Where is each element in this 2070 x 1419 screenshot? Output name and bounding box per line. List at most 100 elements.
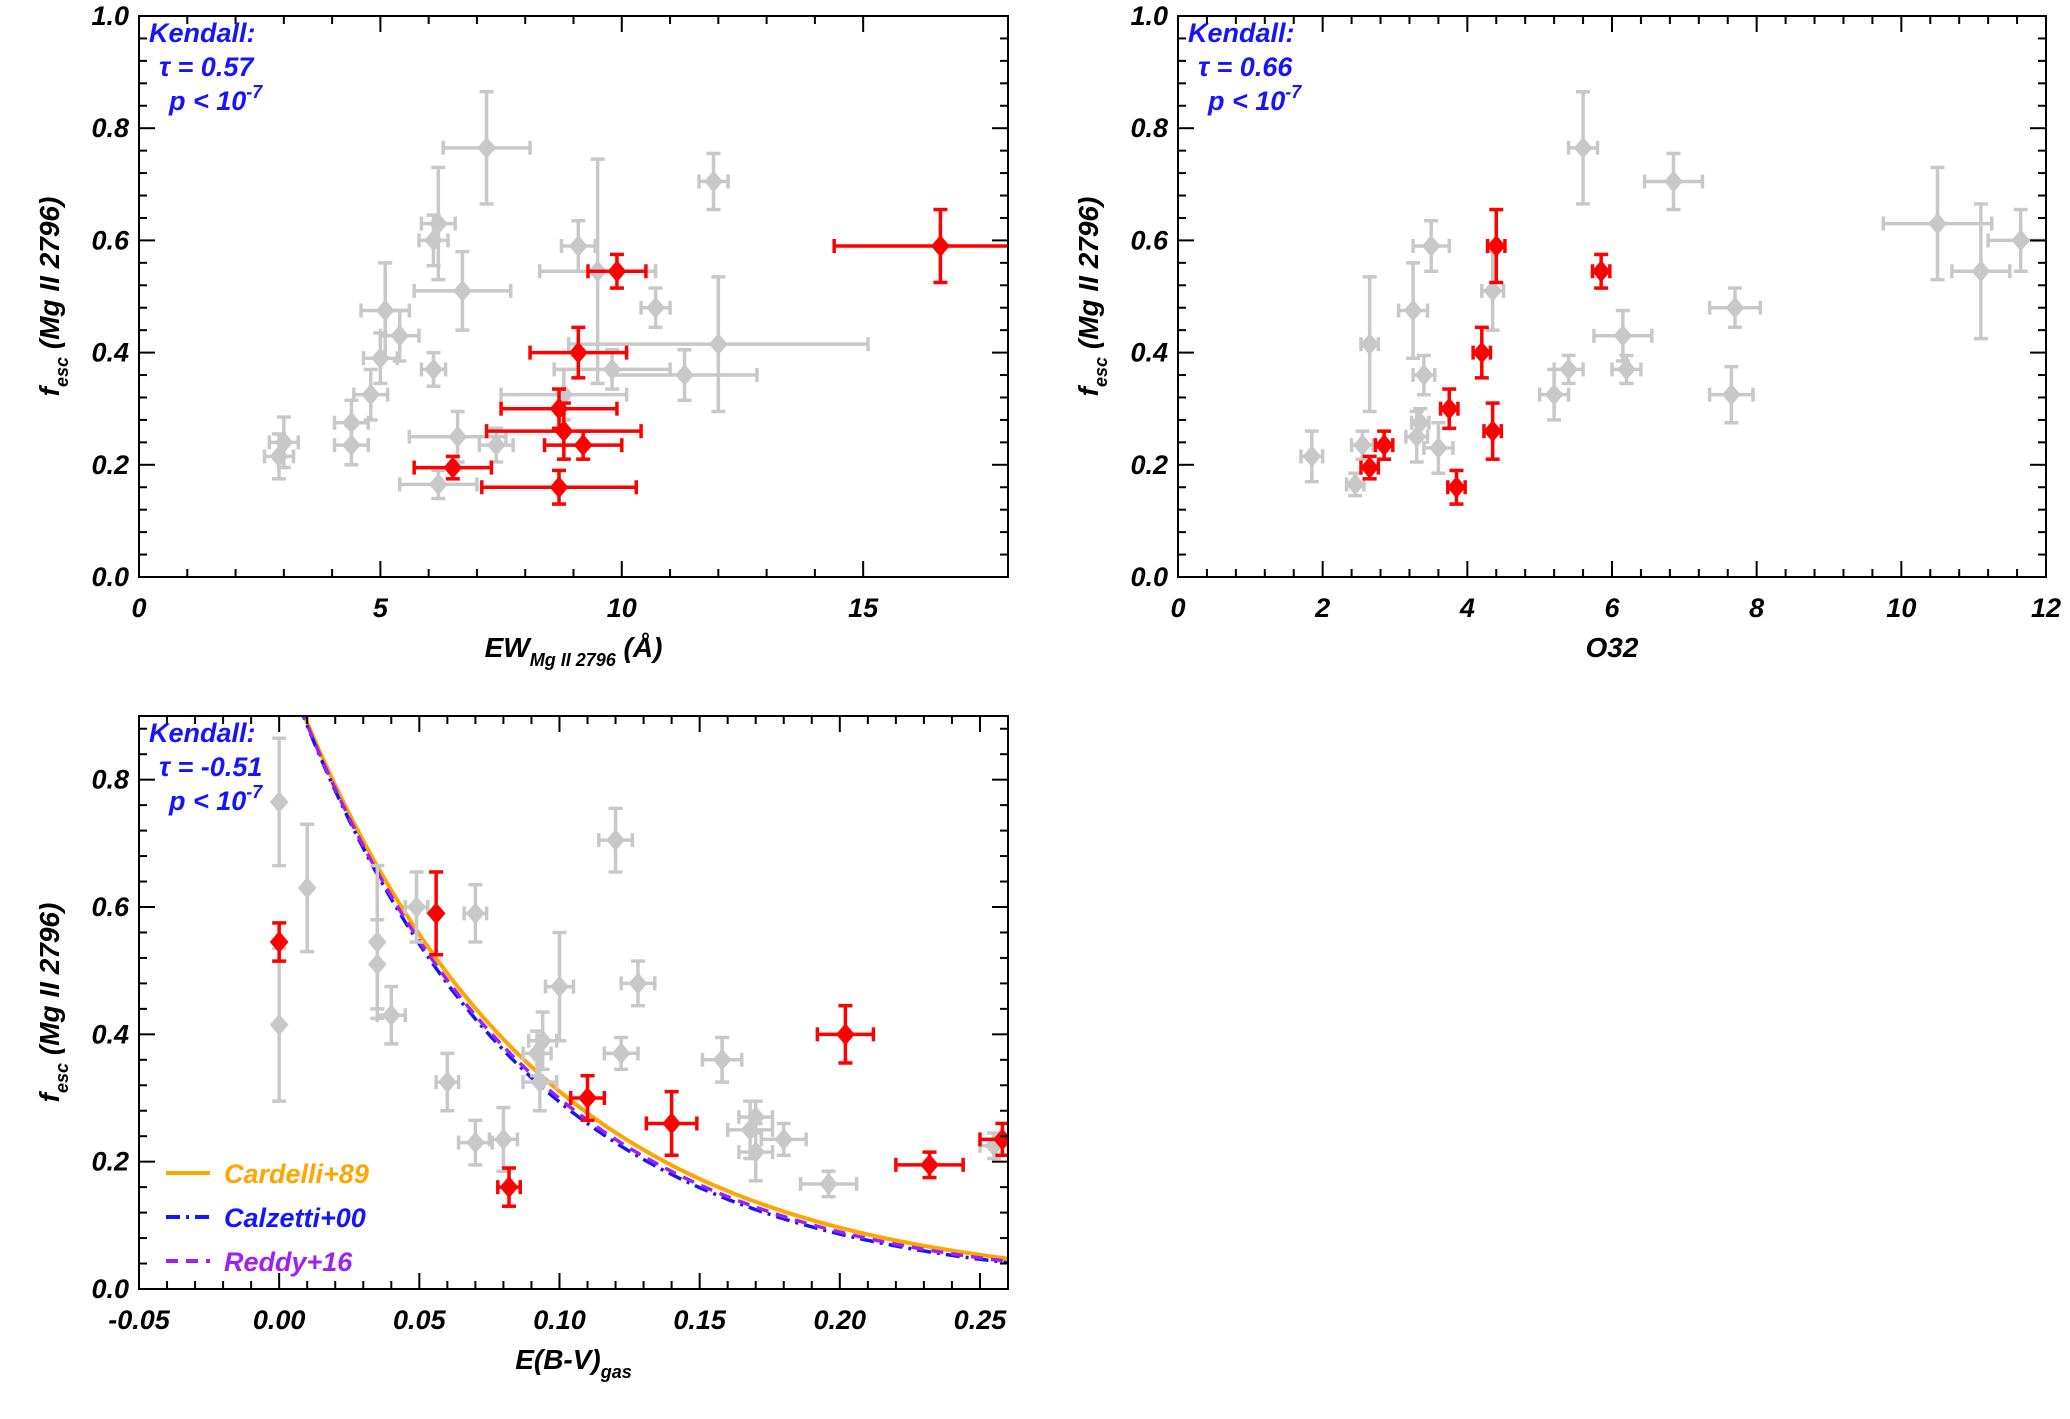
panel2-sample-point [1409,406,1431,439]
panel3-sample-marker [466,1131,485,1154]
panel3-sample-marker [746,1141,766,1164]
panel1-sample-point [610,348,759,403]
panel2-sample-marker [1414,364,1434,387]
kendall-p: p < 10-7 [1207,82,1302,116]
panel1-sample-marker [646,296,665,319]
panel2-sample-marker [1421,235,1441,258]
panel2-sample-marker [1971,260,1991,283]
panel3-sample-point [798,1169,859,1199]
panel2-sample-marker [2011,229,2031,252]
panel3-sample-marker [494,1128,513,1151]
panel3-frame [138,715,1009,1290]
panel3-sample-point [521,1051,559,1113]
panel2-highlight-marker [1447,476,1466,499]
panel2-sample-point [1552,353,1585,386]
curve-calzetti-00 [301,716,1008,1265]
panel1-sample-marker [428,212,448,235]
panel2-sample-marker [1403,299,1423,322]
y-tick-label: 0.4 [91,338,129,368]
y-tick-label: 0.0 [91,1274,129,1304]
panel3-sample-point [487,1105,520,1173]
y-tick-label: 0.6 [1130,225,1169,255]
panel3-sample-point [759,1121,808,1158]
y-tick-label: 0.4 [91,1019,129,1049]
panel1-sample-point [397,468,479,501]
panel3-sample-marker [712,1048,732,1071]
panel3-sample-marker [740,1118,760,1141]
y-tick-label: 0.6 [91,892,130,922]
panel2-sample-point [1707,364,1755,425]
panel3-highlight-marker [426,902,446,925]
panel3-y-axis-label: fesc (Mg II 2796) [34,903,72,1103]
panel1-sample-marker [708,333,728,356]
curve-reddy-16 [301,716,1008,1264]
panel3-sample-point [462,882,489,944]
panel2-sample-marker [1722,383,1741,406]
panel1-sample-point [419,350,448,389]
panel1-data [262,89,1008,506]
panel2-sample-point [1396,261,1430,360]
panel2-sample-point [1411,219,1451,274]
panel2-sample-marker [1725,296,1745,319]
legend-label: Cardelli+89 [224,1159,369,1189]
panel1-sample-point [477,426,515,464]
panel3-kendall-annotation: Kendall: τ = -0.51p < 10-7 [149,718,263,816]
panel1-sample-point [419,165,457,282]
x-tick-label: 0.05 [393,1305,447,1335]
panel3-highlight-point [568,1073,607,1123]
panel2-highlight-marker [1374,434,1394,457]
y-tick-label: 1.0 [1130,1,1168,31]
panel1-chart: 0 5 10 15 0.0 0.2 0.4 0.6 0.8 1.0 EWMg II 2796 (Å)… [34,1,1009,670]
x-tick-label: 0 [131,593,146,623]
y-tick-label: 0.2 [1130,450,1168,480]
panel3-sample-point [543,930,576,1043]
panel1-sample-marker [390,324,410,347]
panel1-highlight-point [528,325,629,380]
panel2-highlight-point [1485,207,1507,285]
panel2-sample-point [1610,353,1643,386]
x-tick-label: 5 [373,593,389,623]
panel1-sample-point [441,89,532,206]
panel3-highlight-point [644,1089,699,1158]
panel2-sample-point [1566,89,1600,206]
panel1-sample-marker [274,431,294,454]
panel2-sample-marker [1613,324,1633,347]
panel2-highlight-point [1446,468,1467,506]
panel1-kendall-annotation: Kendall: τ = 0.57p < 10-7 [149,18,263,116]
panel3-sample-marker [533,1029,553,1052]
panel2-highlight-marker [1483,420,1502,443]
x-tick-label: 0.00 [253,1305,306,1335]
panel2-highlight-point [1438,387,1460,431]
y-tick-label: 0.4 [1130,338,1168,368]
panel3-highlight-marker [920,1153,939,1176]
panel3-highlight-point [496,1166,522,1208]
panel3-sample-point [367,917,387,1011]
panel2-highlight-point [1482,401,1504,461]
panel3-sample-point [526,1010,559,1072]
panel3-sample-point [269,736,289,868]
x-tick-label: 0.20 [814,1305,867,1335]
panel1-x-axis-label: EWMg II 2796 (Å) [485,632,663,670]
panel3-highlight-point [978,1121,1008,1158]
kendall-title: Kendall: [149,18,256,48]
x-tick-label: 0 [1170,593,1185,623]
panel1-sample-marker [568,235,588,258]
panel3-sample-marker [819,1172,838,1195]
panel2-sample-point [1950,202,2012,341]
panel3-sample-marker [381,1004,401,1027]
panel1-sample-marker [675,364,694,387]
panel1-highlight-marker [931,235,950,258]
y-tick-label: 0.2 [91,450,129,480]
x-tick-label: 0.25 [954,1305,1008,1335]
panel2-highlight-marker [1591,260,1611,283]
panel3-highlight-marker [993,1128,1008,1151]
panel1-sample-marker [428,473,448,496]
panel2-sample-point [1707,286,1763,330]
y-tick-label: 0.8 [1130,113,1168,143]
panel3-sample-marker [530,1071,550,1094]
panel1-sample-marker [424,358,443,381]
kendall-title: Kendall: [1188,18,1295,48]
y-tick-label: 0.2 [91,1147,129,1177]
panel2-sample-marker [1544,383,1564,406]
panel2-sample-marker [1410,411,1430,434]
